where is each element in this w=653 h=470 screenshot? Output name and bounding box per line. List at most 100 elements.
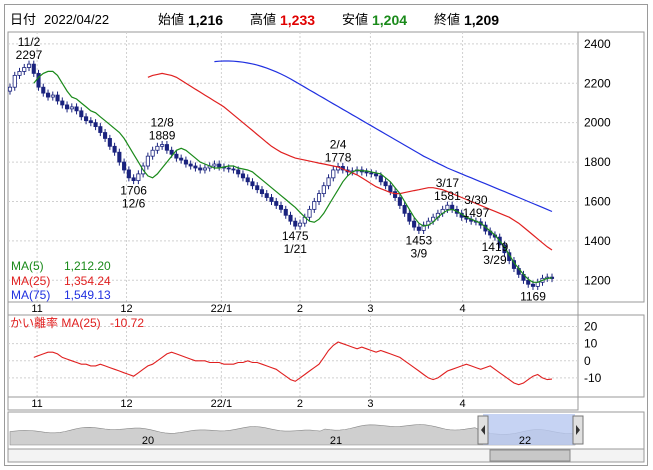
candle-body: [331, 169, 336, 179]
candlesticks: [7, 60, 555, 290]
candle-body: [179, 157, 184, 161]
annotation-date: 2/4: [330, 137, 347, 151]
close-label: 終値: [434, 12, 461, 27]
price-axis: 2400 2200 2000 1800 1600 1400 1200: [584, 37, 611, 287]
annotation-value: 1706: [120, 184, 147, 198]
candle-body: [393, 191, 398, 198]
candle-body: [212, 163, 217, 167]
overview-scrollbar[interactable]: [7, 448, 645, 463]
candle-body: [236, 169, 241, 175]
candle-body: [445, 204, 450, 210]
candle-body: [397, 197, 402, 206]
deviation-axis: 20 10 0 -10: [584, 320, 602, 385]
candle-body: [255, 185, 260, 191]
candle-body: [107, 138, 112, 147]
overview-selection[interactable]: [483, 414, 575, 445]
annotation-value: 1889: [149, 129, 176, 143]
candle-body: [383, 181, 388, 187]
overview-handle-left[interactable]: [477, 415, 489, 445]
overview-year-label: 21: [330, 435, 342, 447]
candle-body: [278, 205, 284, 210]
candle-body: [245, 177, 250, 183]
candle-body: [274, 201, 279, 206]
low-value: 1,204: [372, 12, 408, 28]
candle-body: [36, 73, 41, 88]
candle-body: [202, 167, 207, 171]
candle-body: [112, 145, 117, 153]
low-label: 安値: [342, 12, 369, 27]
deviation-month-axis: [7, 396, 579, 411]
high-label: 高値: [250, 12, 277, 27]
annotation-value: 1778: [325, 150, 352, 164]
main-month-axis: [7, 301, 579, 316]
candle-body: [231, 168, 236, 171]
month-label: 4: [460, 303, 466, 315]
deviation-tick-label: 0: [584, 354, 591, 368]
month-label: 12: [120, 303, 132, 315]
overview-year-label: 20: [142, 435, 154, 447]
candle-body: [41, 86, 46, 94]
candle-body: [174, 153, 179, 159]
close-value: 1,209: [464, 12, 500, 28]
candle-body: [26, 63, 32, 68]
candle-body: [126, 169, 131, 179]
candle-body: [312, 201, 317, 210]
deviation-plot-area: [7, 314, 579, 398]
chevron-right-icon: [576, 425, 580, 435]
candle-body: [193, 165, 198, 169]
legend-ma5-value: 1,212.20: [64, 259, 111, 273]
candle-body: [250, 181, 255, 187]
candle-body: [74, 106, 79, 112]
candle-body: [69, 106, 74, 110]
annotation-date: 3/9: [411, 246, 428, 260]
candle-body: [316, 193, 322, 202]
candle-body: [12, 74, 17, 88]
legend-ma75-value: 1,549.13: [64, 288, 111, 302]
candle-body: [22, 67, 27, 72]
annotation-date: 11/2: [18, 35, 41, 49]
candle-body: [530, 283, 536, 287]
deviation-tick-label: 10: [584, 337, 598, 351]
price-tick-label: 1600: [584, 194, 611, 208]
deviation-axis-area: [577, 314, 645, 398]
candle-body: [7, 86, 13, 92]
candle-body: [288, 214, 293, 222]
candle-body: [169, 149, 174, 155]
candle-body: [50, 94, 55, 98]
price-tick-label: 2000: [584, 116, 611, 130]
price-tick-label: 2400: [584, 37, 611, 51]
price-axis-area: [577, 31, 645, 303]
candle-body: [388, 185, 393, 193]
candle-body: [117, 151, 122, 163]
candle-body: [321, 185, 326, 195]
legend-ma25-label: MA(25): [11, 274, 50, 288]
candle-body: [183, 159, 188, 165]
annotation-value: 1169: [520, 289, 546, 303]
candle-body: [217, 163, 222, 168]
annotation-date: 12/8: [150, 116, 174, 130]
deviation-label: かい離率 MA(25): [10, 315, 101, 330]
high-value: 1,233: [280, 12, 316, 28]
candle-body: [264, 193, 269, 198]
candle-body: [150, 149, 155, 157]
annotation-date: 12/6: [122, 197, 146, 211]
month-label: 11: [31, 303, 42, 315]
overview-year-label: 22: [519, 435, 531, 447]
annotation-value: 1497: [463, 206, 490, 220]
candle-body: [364, 171, 369, 174]
ma75-line: [214, 60, 553, 213]
candle-body: [79, 110, 84, 118]
candle-body: [416, 226, 421, 231]
candle-body: [160, 144, 165, 147]
month-label-dev: 3: [367, 398, 373, 410]
month-label-dev: 4: [460, 398, 466, 410]
chevron-left-icon: [481, 425, 485, 435]
overview-handle-right[interactable]: [572, 415, 584, 445]
month-label: 22/1: [211, 303, 232, 315]
candle-body: [326, 177, 331, 187]
date-label: 日付: [10, 12, 37, 27]
ma25-line: [147, 72, 553, 251]
month-label-dev: 11: [31, 398, 42, 410]
overview-scroll-thumb[interactable]: [489, 449, 571, 462]
